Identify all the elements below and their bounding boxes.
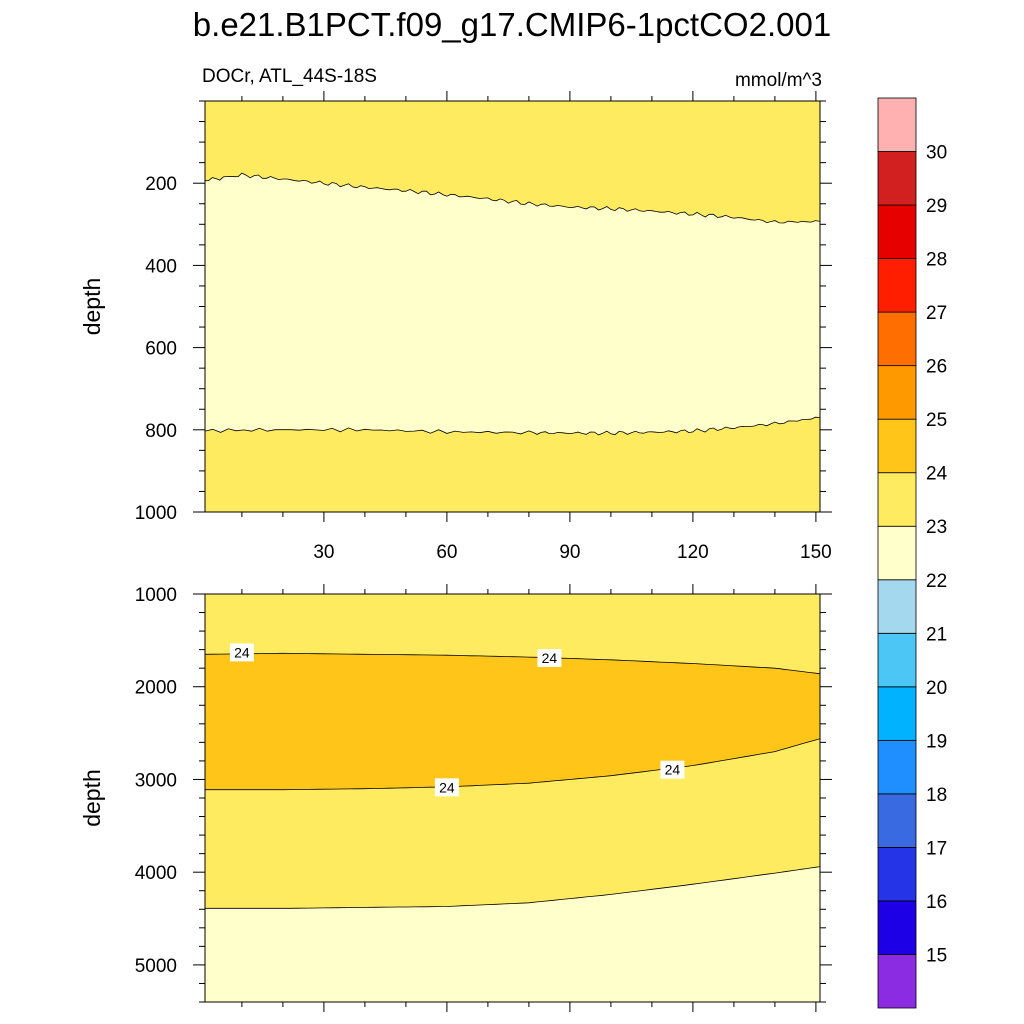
y-tick-label: 5000 <box>135 956 177 977</box>
axis-ticks <box>193 584 832 1012</box>
contour-label-text: 24 <box>542 650 558 666</box>
contour-line-23-top <box>205 172 820 224</box>
colorbar-swatch <box>877 525 917 581</box>
y-axis-title: depth <box>79 278 105 336</box>
contour-line-23-bottom <box>205 416 820 436</box>
contour-line-24-top <box>205 652 820 675</box>
units-label: mmol/m^3 <box>735 70 822 91</box>
colorbar-label: 24 <box>926 464 948 485</box>
colorbar: 15 16 17 18 19 20 21 22 23 24 25 26 27 28 29 30 <box>877 97 948 1009</box>
colorbar-swatch <box>877 204 917 259</box>
colorbar-swatch <box>877 418 917 474</box>
contour-label: 24 <box>434 778 459 797</box>
colorbar-label: 16 <box>926 892 947 913</box>
contour-fills <box>205 594 820 1002</box>
colorbar-label: 17 <box>926 838 947 859</box>
x-tick-label: 90 <box>559 542 580 563</box>
contour-label-text: 24 <box>234 644 250 660</box>
y-tick-label: 4000 <box>135 863 177 884</box>
colorbar-swatch <box>877 579 917 634</box>
colorbar-swatch <box>877 97 917 152</box>
contour-label: 24 <box>229 643 254 662</box>
colorbar-swatch <box>877 686 917 741</box>
y-tick-label: 2000 <box>135 678 177 699</box>
colorbar-swatch <box>877 739 917 795</box>
contour-line-24-bottom <box>205 738 820 791</box>
x-tick-label: 120 <box>677 542 709 563</box>
y-axis-title: depth <box>79 769 105 827</box>
contour-fills <box>205 101 820 512</box>
colorbar-label: 27 <box>926 303 947 324</box>
colorbar-label: 29 <box>926 196 947 217</box>
colorbar-swatch <box>877 311 917 367</box>
contour-label: 24 <box>537 648 562 667</box>
colorbar-swatch <box>877 365 917 420</box>
y-tick-label: 800 <box>145 421 177 442</box>
colorbar-label: 26 <box>926 357 947 378</box>
colorbar-label: 28 <box>926 250 947 271</box>
y-tick-label: 400 <box>145 256 177 277</box>
colorbar-swatch <box>877 847 917 902</box>
colorbar-swatch <box>877 472 917 527</box>
y-tick-label: 1000 <box>135 503 177 524</box>
contour-label-text: 24 <box>439 779 455 795</box>
fill-band-24-25 <box>205 653 820 790</box>
colorbar-label: 18 <box>926 785 947 806</box>
upper-panel: 30 60 90 120 150 200 400 600 800 1000 depth <box>79 91 832 563</box>
colorbar-label: 25 <box>926 410 947 431</box>
x-tick-label: 60 <box>436 542 457 563</box>
colorbar-label: 19 <box>926 731 947 752</box>
colorbar-swatch <box>877 632 917 688</box>
colorbar-label: 20 <box>926 678 947 699</box>
colorbar-label: 23 <box>926 517 947 538</box>
colorbar-swatch <box>877 151 917 206</box>
contour-label-box <box>229 643 254 662</box>
colorbar-label: 30 <box>926 143 947 164</box>
y-tick-label: 1000 <box>135 585 177 606</box>
contour-label-box <box>537 648 562 667</box>
contour-line-23 <box>205 866 820 909</box>
colorbar-swatch <box>877 258 917 313</box>
y-tick-label: 200 <box>145 174 177 195</box>
lower-panel: 1000 2000 3000 4000 5000 depth 24 24 24 24 <box>79 584 832 1012</box>
contour-label: 24 <box>660 760 685 779</box>
axis-ticks <box>193 91 832 522</box>
x-tick-label: 150 <box>800 542 832 563</box>
colorbar-label: 21 <box>926 624 947 645</box>
contour-label-text: 24 <box>665 762 681 778</box>
colorbar-label: 22 <box>926 571 947 592</box>
contour-label-box <box>660 760 685 779</box>
colorbar-swatch <box>877 900 917 955</box>
x-tick-label: 30 <box>313 542 334 563</box>
colorbar-label: 15 <box>926 945 947 966</box>
colorbar-swatch <box>877 793 917 848</box>
left-subtitle: DOCr, ATL_44S-18S <box>202 66 377 87</box>
y-tick-label: 600 <box>145 339 177 360</box>
chart-title: b.e21.B1PCT.f09_g17.CMIP6-1pctCO2.001 <box>192 6 832 43</box>
fill-band-22-23-deep <box>205 866 820 1002</box>
y-tick-label: 3000 <box>135 770 177 791</box>
fill-band-22-23 <box>205 173 820 435</box>
colorbar-swatch <box>877 954 917 1009</box>
contour-label-box <box>434 778 459 797</box>
